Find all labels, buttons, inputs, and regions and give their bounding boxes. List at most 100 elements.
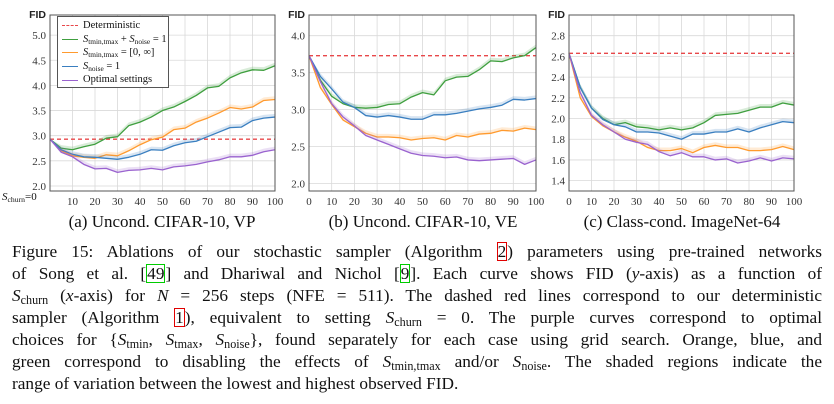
y-tick-label: 1.8 [551, 134, 565, 146]
reference-link[interactable]: 2 [496, 242, 508, 261]
caption-line: Figure 15: Ablations of our stochastic s… [12, 241, 822, 263]
text-run: ), equivalent to setting [184, 308, 386, 327]
plot-frame [308, 14, 537, 192]
text-run: -axis) for [73, 286, 157, 305]
x-tick-label: 10 [67, 196, 79, 208]
x-tick-label: 90 [247, 196, 259, 208]
x-tick-label: 20 [609, 196, 621, 208]
legend-label: Snoise = 1 [83, 60, 120, 74]
series-line [568, 53, 795, 164]
x-tick-label: 60 [699, 196, 711, 208]
text-run: = 0. The purple curves correspond to opt… [421, 308, 823, 327]
text-run: + [118, 33, 130, 45]
series-line [49, 65, 276, 151]
x-tick-label: 40 [654, 196, 666, 208]
text-run: S [12, 286, 21, 305]
y-tick-label: 2.0 [291, 179, 305, 191]
text-run: tmin,tmax [391, 359, 441, 374]
subcaption-c: (c) Class-cond. ImageNet-64 [583, 212, 781, 231]
series-range-band [569, 53, 794, 130]
series-line [49, 138, 276, 174]
text-run: S [129, 33, 135, 45]
y-tick-label: 3.5 [32, 106, 46, 118]
text-run: = 1 [103, 60, 121, 72]
caption-line: of Song et al. [49] and Dhariwal and Nic… [12, 263, 822, 285]
subcaption-a: (a) Uncond. CIFAR-10, VP [68, 212, 256, 231]
y-tick-label: 4.0 [291, 31, 305, 43]
caption-line: choices for {Stmin, Stmax, Snoise}, foun… [12, 329, 822, 351]
charts-canvas: 10 20 30 40 50 60 70 80 90 1002.02.53.03.54.04.55… [29, 9, 803, 208]
x-tick-label: 80 [744, 196, 756, 208]
series-range-band [50, 139, 275, 173]
text-run: S [382, 352, 392, 371]
text-run: S [512, 352, 522, 371]
x-tick-label: 70 [721, 196, 733, 208]
series-range-band [50, 62, 275, 150]
legend-entry: Stmin,tmax + Snoise = 1 [62, 33, 168, 47]
y-tick-label: 4.0 [32, 80, 46, 92]
x-tick-label: 60 [180, 196, 192, 208]
reference-link[interactable]: 9 [399, 264, 411, 283]
y-tick-label: 3.5 [291, 68, 305, 80]
text-run: churn [394, 315, 422, 330]
caption-line: sampler (Algorithm 1), equivalent to set… [12, 307, 822, 329]
y-tick-label: 3.0 [291, 105, 305, 117]
series-line [308, 55, 537, 120]
series-line [49, 98, 276, 159]
y-axis-label: FID [288, 9, 305, 21]
y-tick-label: 4.5 [32, 55, 46, 67]
text-run: choices for { [12, 330, 118, 349]
x-tick-label: 30 [112, 196, 124, 208]
text-run: ] and Dhariwal and Nichol [ [165, 264, 400, 283]
text-run: Deterministic [83, 20, 141, 31]
text-run: Figure 15: Ablations of our stochastic s… [12, 242, 497, 261]
x-tick-label: 60 [440, 196, 452, 208]
text-run: }, found separately for each case using … [249, 330, 823, 349]
text-run: noise [88, 63, 104, 73]
text-run: N [156, 286, 169, 305]
x-tick-label: 80 [485, 196, 497, 208]
text-run: tmin,tmax [88, 50, 119, 60]
text-run: S [83, 47, 89, 59]
text-run: S [83, 33, 89, 45]
legend-label: Optimal settings [83, 73, 152, 87]
subcaption-b: (b) Uncond. CIFAR-10, VE [328, 212, 518, 231]
y-tick-label: 2.8 [551, 31, 565, 43]
reference-link[interactable]: 49 [146, 264, 166, 283]
x-tick-label: 40 [394, 196, 406, 208]
text-run: noise [521, 359, 547, 374]
text-run: green correspond to disabling the effect… [12, 352, 383, 371]
text-run: S [117, 330, 127, 349]
text-run: of Song et al. [ [12, 264, 147, 283]
y-tick-label: 2.0 [32, 181, 46, 193]
text-run: tmin,tmax [88, 36, 119, 46]
text-run: S [215, 330, 225, 349]
legend-entry: Stmin,tmax = [0, ∞] [62, 46, 168, 60]
x-tick-label: 80 [225, 196, 237, 208]
y-axis-label: FID [548, 9, 565, 21]
text-run: , [148, 330, 166, 349]
x-tick-label: 90 [508, 196, 520, 208]
x-tick-label: 90 [766, 196, 778, 208]
text-run: =0 [25, 191, 37, 203]
plot-frame [568, 14, 795, 192]
series-line [49, 116, 276, 160]
text-run: sampler (Algorithm [12, 308, 175, 327]
y-tick-label: 2.0 [551, 114, 565, 126]
legend-label: Stmin,tmax = [0, ∞] [83, 46, 154, 60]
text-run: range of variation between the lowest an… [12, 374, 459, 393]
legend-swatch [62, 25, 78, 27]
legend-swatch [62, 66, 78, 68]
text-run: x [65, 286, 74, 305]
series-line [568, 53, 795, 140]
reference-link[interactable]: 1 [174, 308, 185, 327]
text-run: churn [20, 293, 49, 308]
legend: Deterministic Stmin,tmax + Snoise = 1 Stmi… [57, 16, 169, 88]
legend-swatch [62, 79, 78, 81]
x-tick-label: 20 [90, 196, 102, 208]
text-run: S [385, 308, 395, 327]
text-run: = 256 steps (NFE = 511). The dashed red … [168, 286, 822, 305]
text-run: S [165, 330, 175, 349]
legend-entry: Snoise = 1 [62, 60, 168, 74]
x-tick-label: 30 [372, 196, 384, 208]
